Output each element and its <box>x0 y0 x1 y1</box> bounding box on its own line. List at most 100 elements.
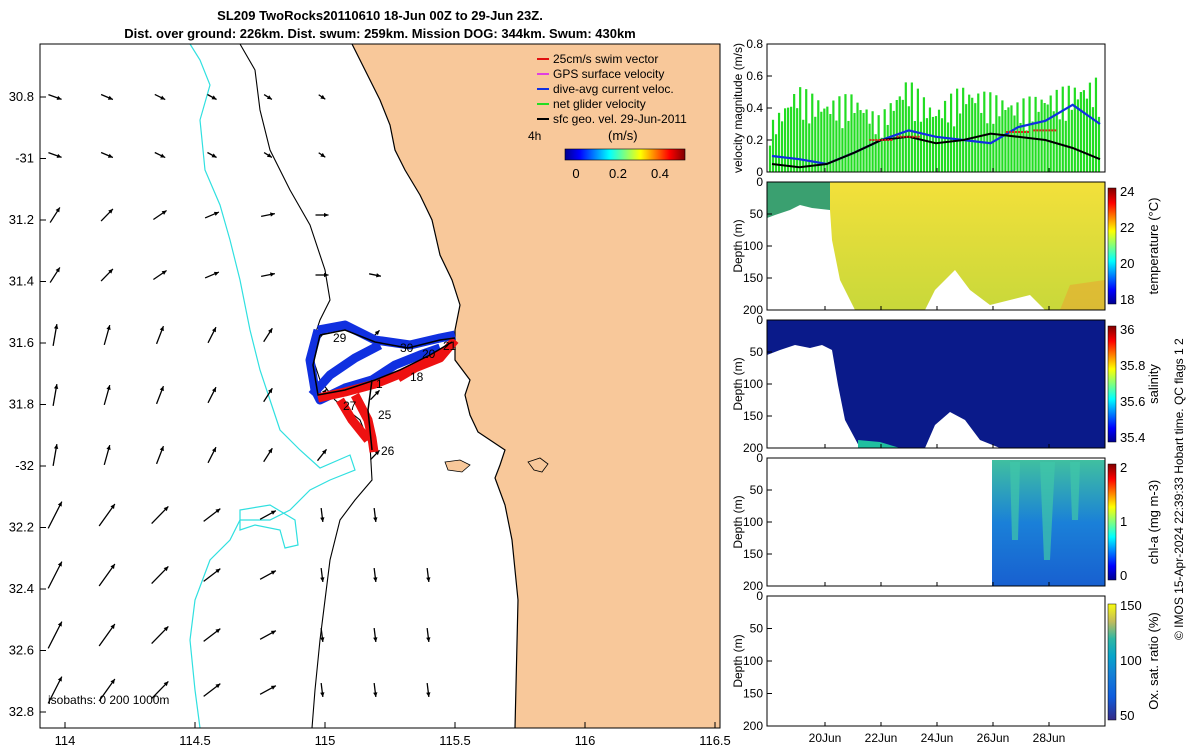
island <box>444 459 471 473</box>
colorbar-label: temperature (°C) <box>1146 198 1161 295</box>
map-y-ticks: 30.8 -31 31.2 31.4 31.6 31.8 -32 32.2 32.4 32.6 32… <box>9 89 46 719</box>
panel-y-tick-label: 0 <box>756 313 763 327</box>
velocity-vector-head <box>320 152 326 158</box>
velocity-vector-head <box>211 95 217 100</box>
velocity-vector-shaft <box>47 676 63 704</box>
velocity-vector-head <box>376 273 381 278</box>
colorbar-tick-label: 18 <box>1120 292 1134 307</box>
gps-surface-velocity-marks <box>869 129 1058 141</box>
panel-y-tick-label: 100 <box>743 654 763 668</box>
panel-y-tick-label: 200 <box>743 579 763 593</box>
speed-colorbar <box>564 148 686 161</box>
velocity-vector-head <box>320 692 325 697</box>
velocity-vector-head <box>106 445 111 451</box>
velocity-vector-head <box>56 153 62 158</box>
velocity-vector-head <box>374 330 380 336</box>
panel-y-tick-label: 150 <box>743 271 763 285</box>
colorbar-tick-label: 100 <box>1120 653 1142 668</box>
map-x-ticks: 114 114.5 115 115.5 116 116.5 <box>55 722 731 748</box>
map-x-tick-label: 115 <box>315 733 336 748</box>
velocity-vector-head <box>160 153 166 158</box>
velocity-vector-head <box>373 577 378 582</box>
surface-velocity-vectors <box>47 93 431 704</box>
velocity-vector-head <box>374 450 380 456</box>
speed-colorbar-tick: 0.2 <box>609 166 627 181</box>
track-black <box>312 329 456 451</box>
track-day-label: 18 <box>410 370 424 384</box>
panel-y-tick-label: 150 <box>743 687 763 701</box>
velocity-vector-head <box>211 327 216 333</box>
legend-label: dive-avg current veloc. <box>553 82 674 96</box>
velocity-vector-head <box>426 577 431 582</box>
map-y-tick-label: 31.2 <box>9 212 34 227</box>
velocity-vector-head <box>163 566 169 572</box>
velocity-vector-head <box>55 267 60 273</box>
net-glider-velocity-bars <box>768 77 1101 172</box>
panel-y-tick-label: 200 <box>743 441 763 455</box>
isobath-note: isobaths: 0 200 1000m <box>48 693 169 707</box>
velocity-vector-head <box>323 272 329 278</box>
date-tick-label: 26Jun <box>977 731 1010 745</box>
colorbar-tick-label: 35.6 <box>1120 394 1145 409</box>
temperature-section <box>830 182 1105 310</box>
track-day-label: 27 <box>343 399 357 413</box>
colorbar-title: (m/s) <box>608 128 638 143</box>
velocity-vector-head <box>374 390 380 396</box>
velocity-vector-head <box>211 387 216 393</box>
velocity-vector-head <box>57 621 62 627</box>
speed-colorbar-tick: 0.4 <box>651 166 669 181</box>
colorbar-tick-label: 35.8 <box>1120 358 1145 373</box>
velocity-vector-head <box>56 95 62 100</box>
panel-y-tick-label: 0 <box>756 175 763 189</box>
velocity-vector-head <box>270 685 276 690</box>
panel-y-label: velocity magnitude (m/s) <box>731 43 745 173</box>
velocity-vector-head <box>53 444 59 449</box>
velocity-vector-head <box>161 270 167 275</box>
chart-title-line1: SL209 TwoRocks20110610 18-Jun 00Z to 29-… <box>217 8 543 23</box>
map-y-tick-label: -32 <box>15 458 34 473</box>
speed-colorbar-ticks: 0 0.2 0.4 <box>572 166 669 181</box>
map-y-tick-label: 30.8 <box>9 89 34 104</box>
velocity-vector-head <box>110 679 115 684</box>
velocity-vector-head <box>159 326 164 332</box>
velocity-vector-head <box>107 95 113 100</box>
velocity-vector-head <box>215 508 221 514</box>
salinity-colorbar <box>1107 325 1117 443</box>
velocity-vector-head <box>163 506 169 512</box>
credit-text: © IMOS 15-Apr-2024 22:39:33 Hobart time.… <box>1172 338 1186 640</box>
panel-y-tick-label: 100 <box>743 515 763 529</box>
panel-y-tick-label: 100 <box>743 239 763 253</box>
panel-y-label: Depth (m) <box>731 495 745 548</box>
map-y-tick-label: 31.8 <box>9 397 34 412</box>
map-y-tick-label: 32.4 <box>9 581 34 596</box>
track-day-label: 20 <box>422 347 436 361</box>
velocity-panel <box>766 43 1106 173</box>
oxygen-plot-area <box>767 596 1105 726</box>
legend-label: 25cm/s swim vector <box>553 52 658 66</box>
map-x-tick-label: 115.5 <box>439 733 471 748</box>
land-mass <box>352 44 720 728</box>
island-small <box>527 457 549 473</box>
panel-y-tick-label: 50 <box>750 483 764 497</box>
velocity-vector-head <box>108 268 113 274</box>
panel-y-tick-label: 0.8 <box>746 37 763 51</box>
map-y-tick-label: 32.8 <box>9 704 34 719</box>
velocity-vector-head <box>110 504 115 509</box>
velocity-vector-head <box>268 448 273 454</box>
velocity-vector-head <box>57 501 62 507</box>
colorbar-side-label: 4h <box>528 129 541 143</box>
map-y-tick-label: 31.6 <box>9 335 34 350</box>
velocity-vector-head <box>57 561 62 567</box>
colorbar-tick-label: 20 <box>1120 256 1134 271</box>
velocity-vector-head <box>373 692 378 697</box>
panel-y-tick-label: 0.2 <box>746 133 763 147</box>
legend-label: net glider velocity <box>553 97 646 111</box>
panel-y-tick-label: 50 <box>750 207 764 221</box>
panel-y-tick-label: 50 <box>750 622 764 636</box>
map-frame <box>39 43 721 729</box>
colorbar-tick-label: 50 <box>1120 708 1134 723</box>
velocity-vector-shaft <box>47 621 63 649</box>
colorbar-label: Ox. sat. ratio (%) <box>1146 612 1161 710</box>
velocity-vector-shaft <box>47 561 63 589</box>
